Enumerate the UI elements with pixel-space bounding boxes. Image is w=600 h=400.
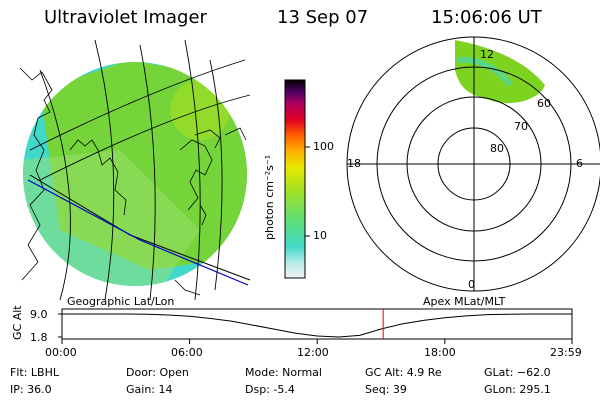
polar-plot bbox=[346, 36, 600, 292]
timeline-xtick-1: 06:00 bbox=[171, 346, 203, 359]
orbit-track bbox=[27, 174, 251, 286]
status-flt: Flt: LBHL bbox=[10, 366, 59, 379]
mlat-label-70: 70 bbox=[514, 120, 528, 133]
time-label: 15:06:06 UT bbox=[431, 7, 542, 28]
timeline-xtick-3: 18:00 bbox=[424, 346, 456, 359]
altitude-line bbox=[62, 313, 572, 338]
colorbar-tick-100: 100 bbox=[313, 140, 334, 153]
instrument-title: Ultraviolet Imager bbox=[44, 7, 207, 28]
status-mode: Mode: Normal bbox=[245, 366, 322, 379]
mlt-label-6: 6 bbox=[576, 157, 583, 170]
timeline-xtick-0: 00:00 bbox=[45, 346, 77, 359]
timeline-ylabel: GC Alt bbox=[11, 305, 24, 340]
colorbar-label: photon cm⁻²s⁻¹ bbox=[263, 154, 276, 240]
status-gain: Gain: 14 bbox=[126, 383, 173, 396]
colorbar-tick-10: 10 bbox=[313, 229, 327, 242]
timeline-ytick-top: 9.0 bbox=[30, 308, 48, 321]
colorbar bbox=[284, 79, 310, 279]
map-grid bbox=[29, 39, 251, 301]
timeline-panel bbox=[58, 308, 573, 344]
status-dsp: Dsp: -5.4 bbox=[245, 383, 295, 396]
timeline-right-title: Apex MLat/MLT bbox=[423, 295, 506, 308]
mlt-label-12: 12 bbox=[480, 48, 494, 61]
status-door: Door: Open bbox=[126, 366, 189, 379]
mlat-label-60: 60 bbox=[537, 97, 551, 110]
mlat-label-80: 80 bbox=[490, 142, 504, 155]
timeline-xtick-2: 12:00 bbox=[297, 346, 329, 359]
status-gc-alt: GC Alt: 4.9 Re bbox=[365, 366, 442, 379]
status-seq: Seq: 39 bbox=[365, 383, 407, 396]
timeline-xtick-4: 23:59 bbox=[550, 346, 582, 359]
coastlines bbox=[19, 67, 247, 296]
status-glat: GLat: −62.0 bbox=[484, 366, 551, 379]
status-ip: IP: 36.0 bbox=[10, 383, 52, 396]
date-label: 13 Sep 07 bbox=[277, 7, 369, 28]
mlt-label-18: 18 bbox=[347, 157, 361, 170]
status-glon: GLon: 295.1 bbox=[484, 383, 551, 396]
mlt-label-0: 0 bbox=[468, 278, 475, 291]
timeline-ytick-bottom: 1.8 bbox=[30, 331, 48, 344]
imager-disk bbox=[23, 62, 247, 286]
timeline-left-title: Geographic Lat/Lon bbox=[67, 295, 175, 308]
